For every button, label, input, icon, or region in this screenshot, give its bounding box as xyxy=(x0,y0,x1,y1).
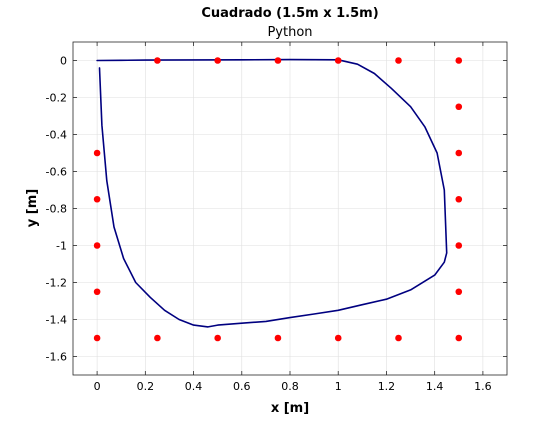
waypoint-marker xyxy=(154,334,161,342)
waypoint-marker xyxy=(395,57,402,64)
x-axis-label: x [m] xyxy=(271,401,309,416)
x-tick-label: 1 xyxy=(335,380,342,393)
y-tick-label: -1.2 xyxy=(46,277,67,290)
y-tick-label: -1 xyxy=(56,240,67,253)
ticks: 0 0.2 0.4 0.6 0.8 1 1.2 1.4 1.6 0 -0.2 -0.4 -0.6 -0.8… xyxy=(46,42,507,393)
x-tick-label: 1.4 xyxy=(426,380,444,393)
chart-subtitle: Python xyxy=(267,25,312,40)
waypoint-marker xyxy=(214,334,221,342)
y-tick-label: -0.2 xyxy=(46,92,67,105)
waypoint-marker xyxy=(455,57,463,64)
y-tick-label: -0.4 xyxy=(46,129,67,142)
x-tick-label: 0 xyxy=(94,380,101,393)
data-layer xyxy=(93,57,463,342)
x-tick-label: 0.4 xyxy=(185,380,203,393)
y-tick-label: -1.4 xyxy=(46,314,67,327)
y-tick-label: 0 xyxy=(60,55,67,68)
x-tick-label: 1.6 xyxy=(474,380,492,393)
x-tick-label: 0.2 xyxy=(137,380,155,393)
waypoint-marker xyxy=(93,242,101,249)
waypoint-marker xyxy=(455,149,463,157)
waypoint-marker xyxy=(334,57,342,64)
x-tick-label: 0.6 xyxy=(233,380,251,393)
waypoint-marker xyxy=(395,334,402,342)
waypoint-marker xyxy=(455,103,463,111)
chart-title: Cuadrado (1.5m x 1.5m) xyxy=(201,6,378,21)
waypoint-marker xyxy=(455,242,463,249)
waypoint-marker xyxy=(93,334,101,342)
y-tick-label: -0.8 xyxy=(46,203,67,216)
y-axis-label: y [m] xyxy=(25,189,40,227)
waypoint-marker xyxy=(455,288,463,296)
waypoint-marker xyxy=(455,334,463,342)
grid xyxy=(73,42,507,375)
waypoint-marker xyxy=(93,149,101,157)
waypoint-marker xyxy=(214,57,221,64)
y-tick-label: -1.6 xyxy=(46,351,67,364)
waypoint-marker xyxy=(93,288,101,296)
x-tick-label: 0.8 xyxy=(281,380,299,393)
y-tick-label: -0.6 xyxy=(46,166,67,179)
waypoint-marker xyxy=(93,195,101,203)
waypoint-marker xyxy=(455,195,463,203)
waypoint-marker xyxy=(274,57,282,64)
waypoint-marker xyxy=(334,334,342,342)
waypoint-marker xyxy=(274,334,282,342)
x-tick-label: 1.2 xyxy=(378,380,396,393)
waypoint-marker xyxy=(154,57,161,64)
